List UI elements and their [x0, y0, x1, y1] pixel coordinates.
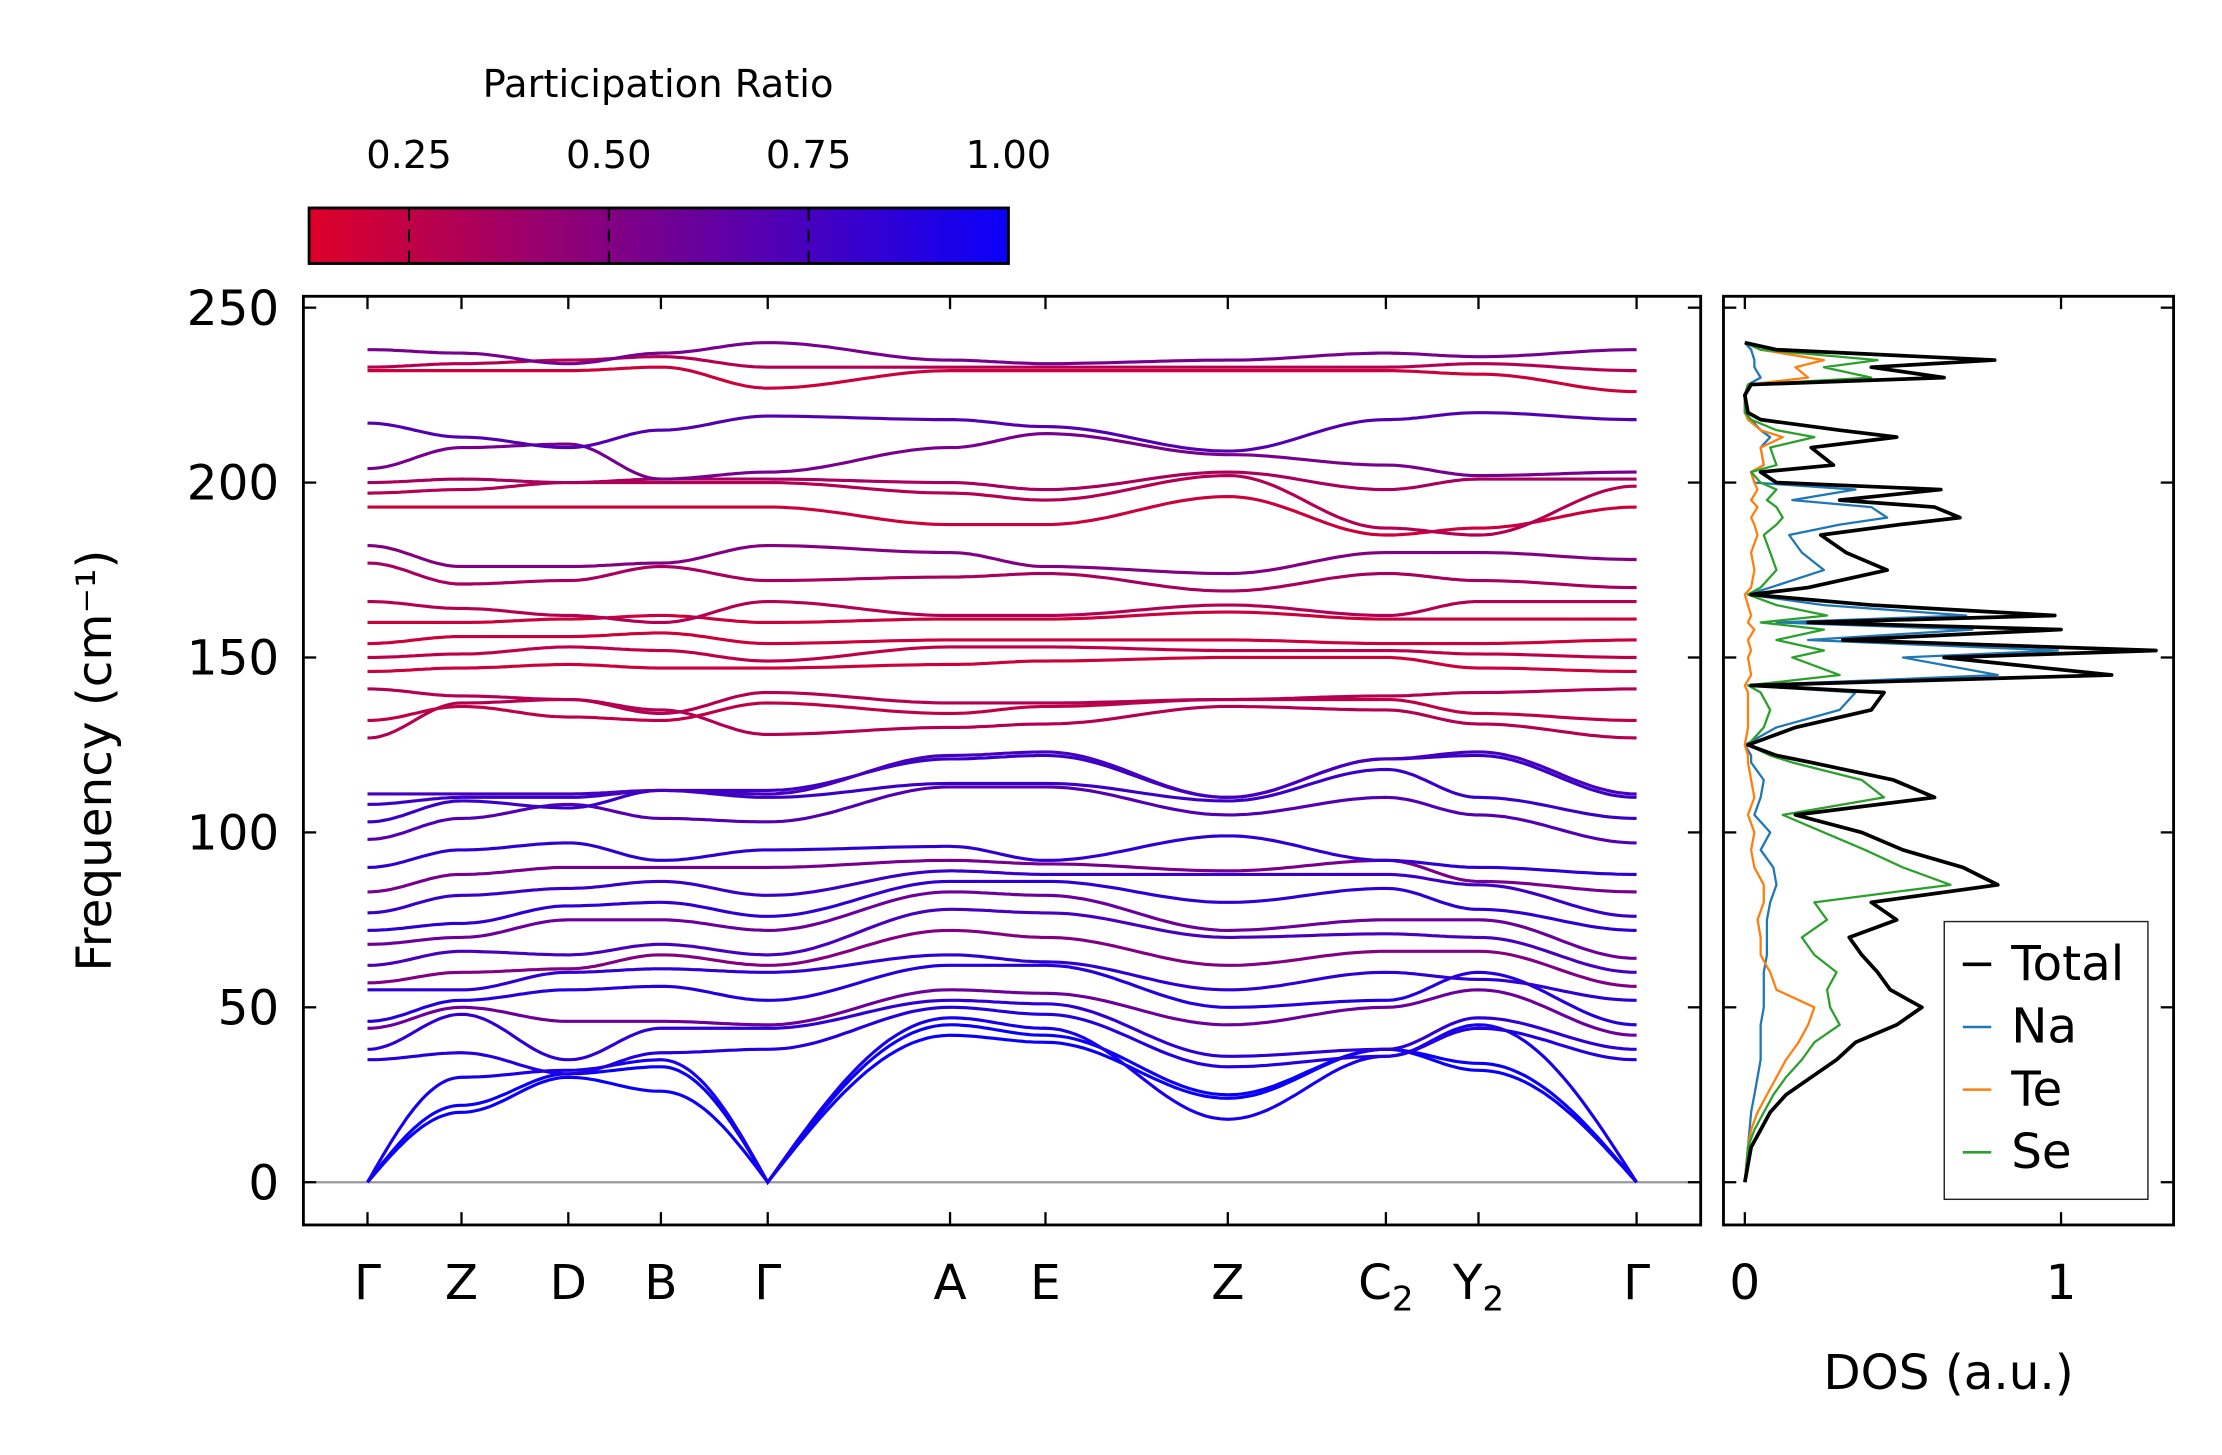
k-point-name: Z	[1211, 1255, 1244, 1311]
k-point-name: C	[1358, 1255, 1392, 1311]
k-point-name: Γ	[354, 1255, 381, 1311]
phonon-band	[367, 432, 1637, 481]
k-point-subscript: 2	[1392, 1279, 1414, 1319]
phonon-band	[367, 834, 1637, 876]
phonon-band	[367, 879, 1637, 932]
phonon-band	[366, 1033, 1638, 1185]
phonon-band	[366, 1016, 1638, 1186]
y-tick-label: 0	[248, 1155, 279, 1211]
phonon-band	[367, 907, 1637, 974]
dos-panel: 0 1 DOS (a.u.) Total Na Te Se	[1722, 294, 2175, 1401]
k-point-label: Γ	[354, 1255, 381, 1311]
k-point-label: Z	[445, 1255, 478, 1311]
k-point-label: C2	[1358, 1255, 1414, 1319]
phonon-band	[367, 953, 1637, 1002]
phonon-band	[367, 474, 1637, 537]
phonon-band	[367, 869, 1637, 918]
k-point-name: D	[550, 1255, 587, 1311]
dos-legend: Total Na Te Se	[1943, 920, 2149, 1201]
colorbar-tick-label: 0.25	[366, 133, 452, 178]
k-point-label: Γ	[754, 1255, 781, 1311]
legend-label: Se	[2011, 1124, 2072, 1180]
k-point-label: A	[933, 1255, 966, 1311]
dos-plot-frame	[1722, 294, 2175, 1227]
phonon-band	[367, 631, 1637, 646]
colorbar-tick-label: 0.50	[566, 133, 652, 178]
dos-line-total	[1742, 340, 2158, 1183]
phonon-band	[367, 655, 1637, 674]
k-point-name: Γ	[754, 1255, 781, 1311]
colorbar-title: Participation Ratio	[483, 62, 834, 107]
legend-label: Te	[2010, 1061, 2062, 1117]
dos-x-tick-label: 0	[1729, 1255, 1760, 1311]
k-point-label: Γ	[1623, 1255, 1650, 1311]
k-point-name: Γ	[1623, 1255, 1650, 1311]
colorbar: Participation Ratio 0.25 0.50 0.75 1.00	[307, 62, 1052, 265]
phonon-band	[367, 753, 1637, 807]
phonon-band	[366, 1023, 1638, 1186]
phonon-band	[367, 470, 1637, 492]
k-point-subscript: 2	[1482, 1279, 1504, 1319]
phonon-band	[367, 767, 1637, 824]
phonon-band	[367, 963, 1637, 1027]
y-tick-label: 150	[187, 631, 279, 687]
phonon-band	[367, 697, 1637, 740]
k-point-name: Y	[1452, 1255, 1483, 1311]
phonon-band	[367, 890, 1637, 960]
phonon-band	[367, 645, 1637, 663]
phonon-band	[367, 561, 1637, 593]
phonon-band	[367, 785, 1637, 845]
band-plot-frame	[301, 294, 1703, 1227]
k-point-label: B	[644, 1255, 677, 1311]
k-point-label: E	[1030, 1255, 1061, 1311]
colorbar-tick-label: 1.00	[966, 133, 1052, 178]
phonon-band	[367, 687, 1637, 716]
phonon-band	[367, 1005, 1637, 1076]
k-point-label: Z	[1211, 1255, 1244, 1311]
dos-x-axis-label: DOS (a.u.)	[1823, 1345, 2073, 1401]
k-point-label: Y2	[1452, 1255, 1504, 1319]
phonon-band	[367, 998, 1637, 1062]
k-point-name: A	[933, 1255, 966, 1311]
phonon-band	[367, 988, 1637, 1037]
y-tick-label: 200	[187, 456, 279, 512]
phonon-band	[367, 599, 1637, 625]
y-tick-label: 50	[218, 980, 280, 1036]
phonon-band	[367, 494, 1637, 537]
dos-line-te	[1743, 341, 1826, 1183]
y-tick-label: 250	[187, 281, 279, 337]
colorbar-gradient	[307, 206, 1010, 265]
phonon-band	[367, 750, 1637, 799]
legend-label: Na	[2011, 999, 2077, 1055]
colorbar-tick-label: 0.75	[766, 133, 852, 178]
k-point-name: E	[1030, 1255, 1061, 1311]
phonon-band	[367, 858, 1637, 894]
k-point-label: D	[550, 1255, 587, 1311]
k-point-name: B	[644, 1255, 677, 1311]
y-axis-label: Frequency (cm⁻¹)	[67, 550, 123, 972]
phonon-band	[367, 697, 1637, 723]
phonon-band	[367, 610, 1637, 625]
dos-x-tick-label: 1	[2046, 1255, 2077, 1311]
phonon-band	[367, 411, 1637, 453]
y-tick-label: 100	[187, 805, 279, 861]
dos-line-se	[1743, 341, 1952, 1183]
dos-line-na	[1743, 341, 2060, 1183]
phonon-band	[367, 928, 1637, 988]
phonon-band	[367, 365, 1637, 394]
legend-label: Total	[2010, 936, 2124, 992]
phonon-band	[367, 341, 1637, 366]
k-point-name: Z	[445, 1255, 478, 1311]
phonon-band	[367, 543, 1637, 576]
